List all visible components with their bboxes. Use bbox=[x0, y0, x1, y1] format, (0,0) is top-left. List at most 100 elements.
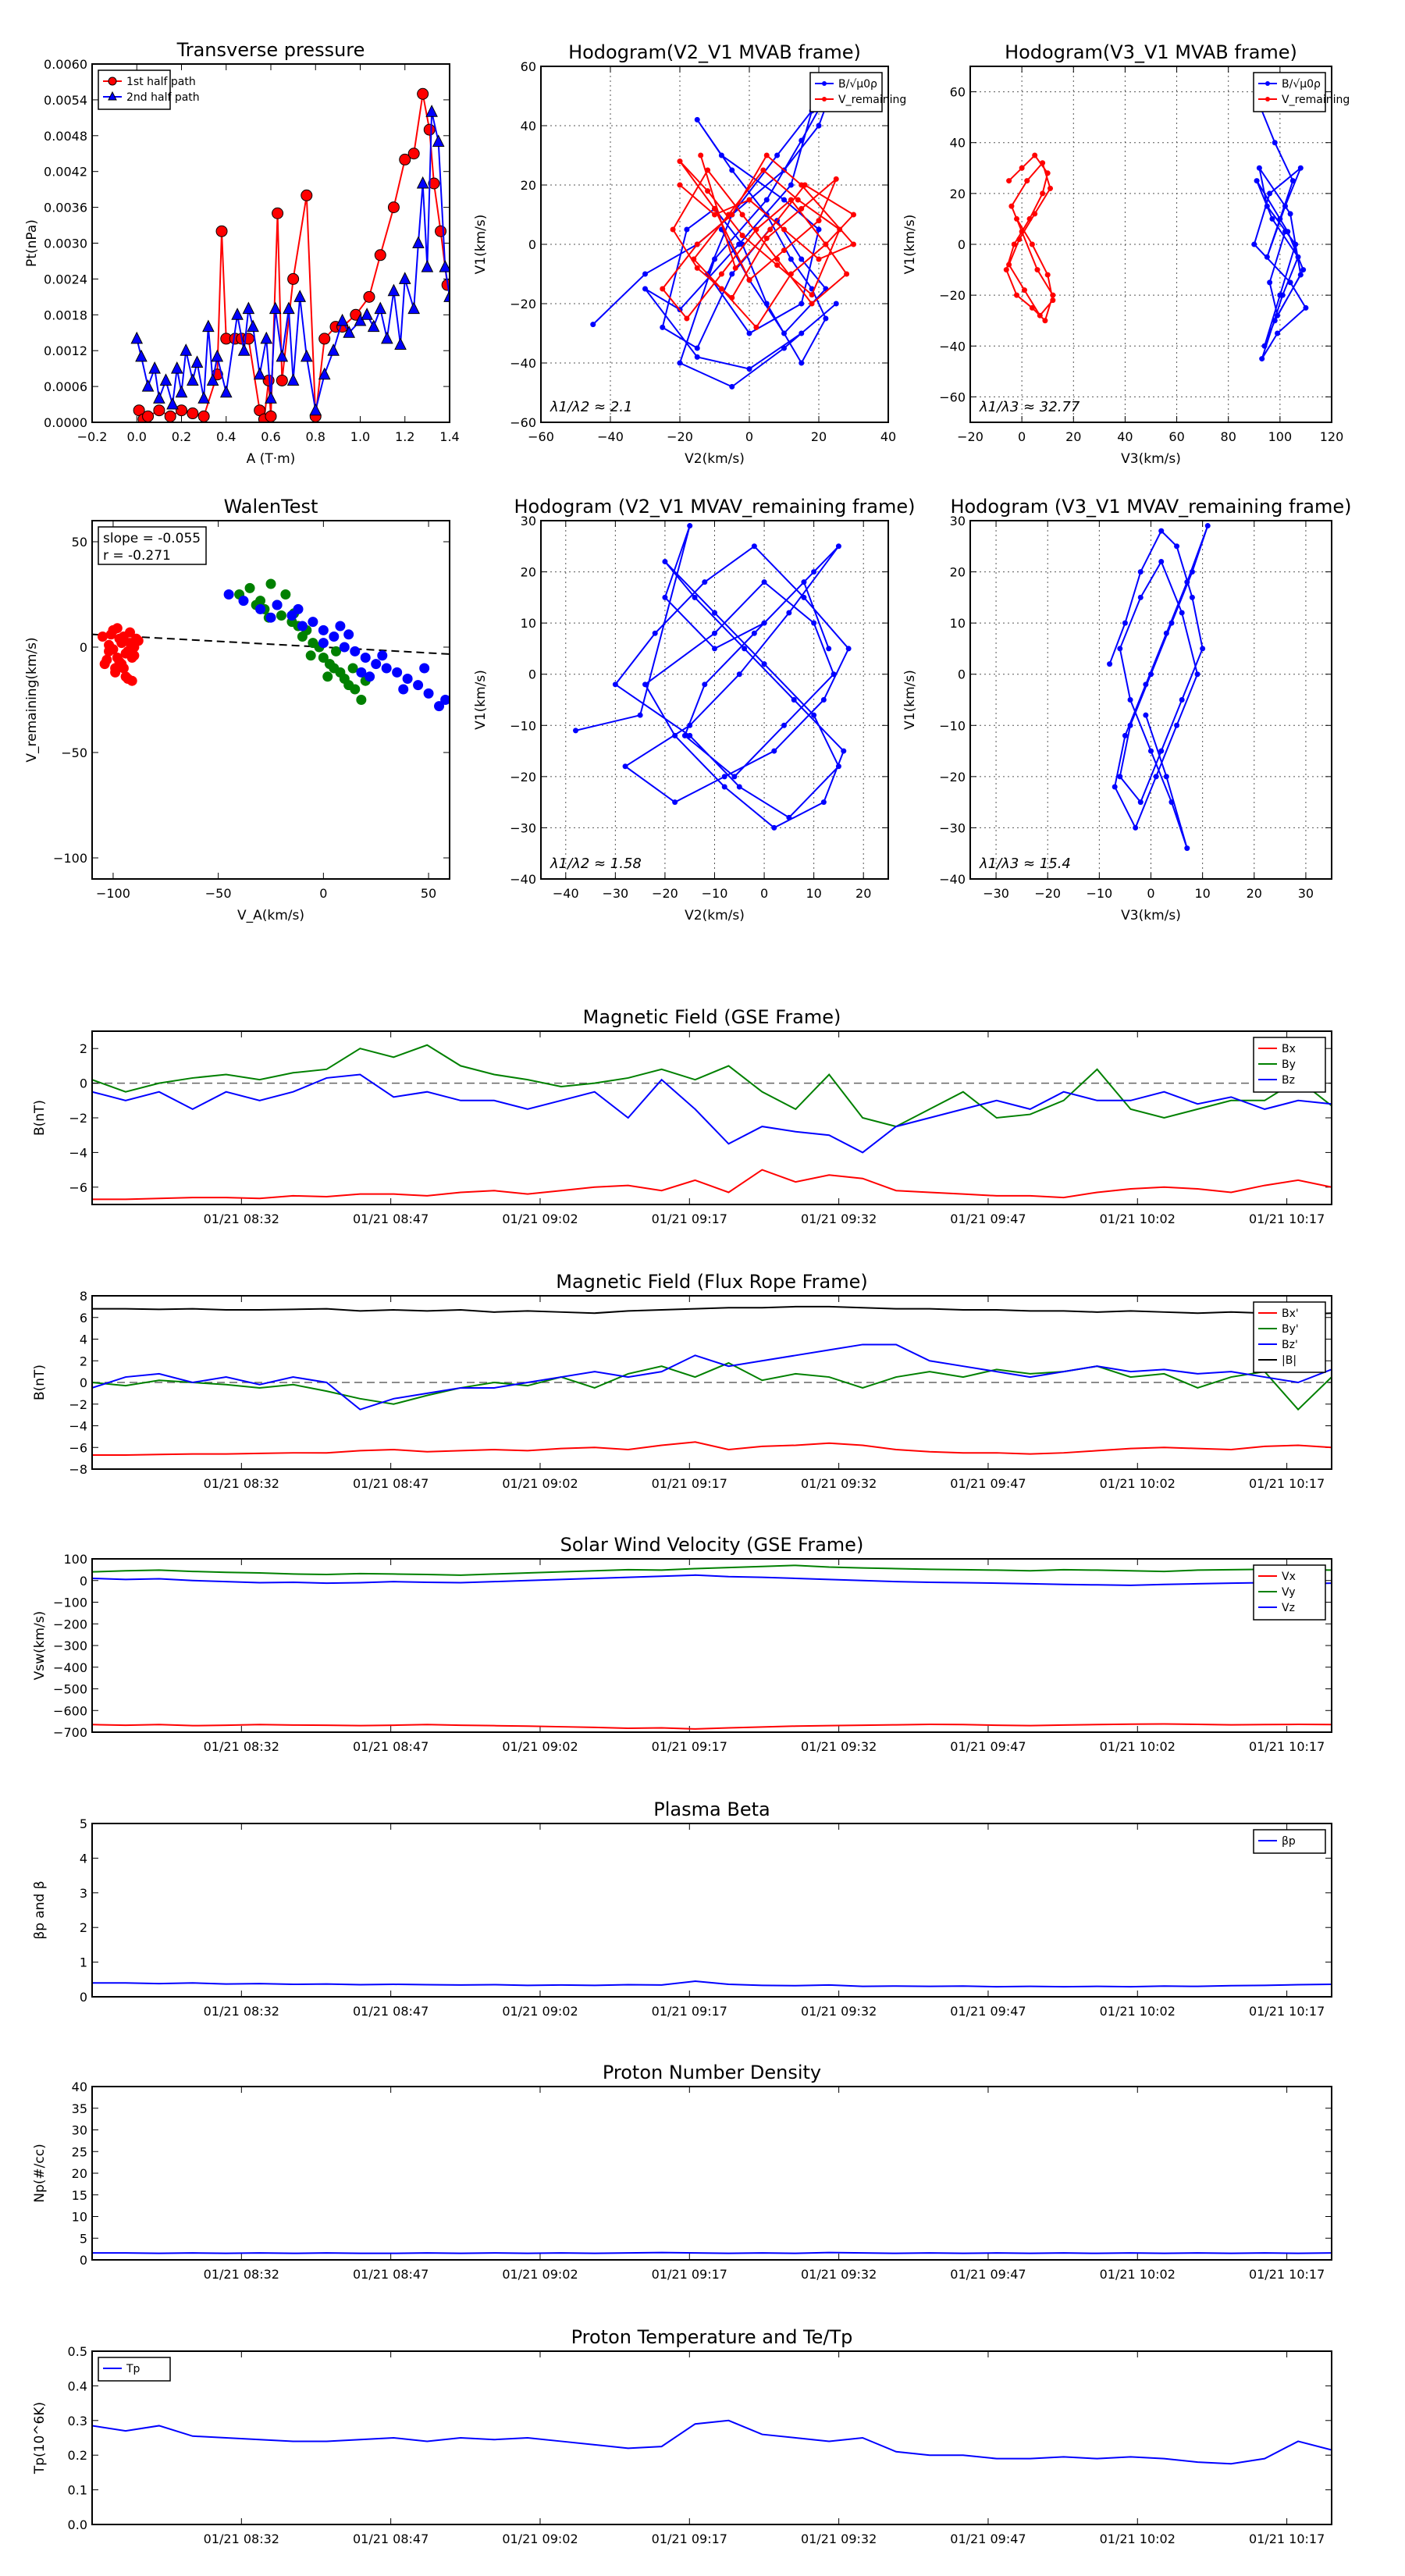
data-point bbox=[1040, 190, 1046, 197]
data-point bbox=[1034, 267, 1040, 273]
data-point bbox=[1251, 241, 1257, 247]
y-tick-label: −4 bbox=[69, 1419, 87, 1434]
x-tick-label: 01/21 08:32 bbox=[204, 1476, 279, 1491]
data-point bbox=[781, 197, 787, 203]
stats-box-frame bbox=[98, 526, 207, 565]
data-point bbox=[1261, 343, 1268, 349]
data-point bbox=[443, 290, 450, 302]
data-point bbox=[788, 256, 794, 262]
y-tick-label: 20 bbox=[521, 565, 536, 580]
x-tick-label: 01/21 08:47 bbox=[353, 2532, 429, 2546]
y-tick-label: 0.3 bbox=[68, 2414, 87, 2428]
legend-frame bbox=[1253, 72, 1326, 112]
data-point bbox=[729, 167, 735, 173]
data-point bbox=[1158, 748, 1165, 754]
data-point bbox=[318, 653, 329, 663]
x-tick-label: 01/21 09:32 bbox=[801, 2532, 877, 2546]
data-point bbox=[327, 343, 340, 356]
data-point bbox=[1168, 799, 1175, 806]
y-tick-label: 3 bbox=[80, 1886, 87, 1901]
data-point bbox=[1282, 203, 1288, 209]
data-point bbox=[684, 315, 690, 322]
data-point bbox=[691, 256, 697, 262]
data-point bbox=[374, 249, 386, 262]
data-point bbox=[354, 313, 367, 326]
data-point bbox=[211, 349, 224, 362]
data-point bbox=[1267, 279, 1273, 286]
data-point bbox=[742, 646, 748, 652]
chart-panel-8: Magnetic Field (Flux Rope Frame) −8 −6 −4 −2… bbox=[32, 1271, 1332, 1491]
data-point bbox=[590, 322, 596, 328]
y-tick-label: 60 bbox=[521, 59, 536, 74]
y-axis-label: Vsw(km/s) bbox=[32, 1611, 48, 1681]
data-point bbox=[1272, 318, 1278, 324]
data-point bbox=[1163, 774, 1169, 780]
x-tick-label: 120 bbox=[1320, 429, 1344, 444]
data-point bbox=[831, 671, 837, 678]
data-point bbox=[407, 148, 420, 160]
data-point bbox=[1117, 774, 1123, 780]
x-tick-label: 01/21 08:32 bbox=[204, 2267, 279, 2282]
data-point bbox=[802, 182, 808, 188]
data-point bbox=[799, 205, 805, 212]
data-point bbox=[399, 153, 411, 165]
y-tick-label: 20 bbox=[521, 178, 536, 193]
data-point bbox=[1050, 297, 1056, 304]
data-point bbox=[662, 558, 668, 564]
x-tick-label: 1.2 bbox=[395, 429, 414, 444]
data-point bbox=[322, 671, 333, 682]
data-point bbox=[1287, 279, 1293, 286]
y-tick-label: −2 bbox=[69, 1397, 87, 1412]
data-point bbox=[622, 763, 628, 770]
legend-marker bbox=[1265, 81, 1270, 86]
x-axis-label: V2(km/s) bbox=[685, 451, 745, 467]
data-point bbox=[642, 681, 648, 688]
data-point bbox=[197, 391, 210, 404]
ratio-annotation: λ1/λ2 ≈ 1.58 bbox=[550, 856, 642, 872]
legend-label: Vy bbox=[1282, 1586, 1296, 1599]
data-point bbox=[1259, 356, 1265, 362]
y-tick-label: −30 bbox=[510, 820, 536, 835]
x-tick-label: 01/21 10:17 bbox=[1249, 2267, 1325, 2282]
y-tick-label: 0.0048 bbox=[44, 129, 87, 144]
data-point bbox=[1272, 140, 1278, 146]
data-point bbox=[131, 633, 142, 644]
series-line bbox=[575, 525, 850, 829]
data-point bbox=[1117, 646, 1123, 652]
x-tick-label: 100 bbox=[1268, 429, 1293, 444]
data-point bbox=[694, 345, 700, 351]
y-tick-label: 20 bbox=[950, 187, 966, 201]
data-point bbox=[746, 330, 752, 336]
data-point bbox=[417, 87, 429, 100]
data-point bbox=[238, 596, 249, 607]
x-tick-label: 01/21 08:32 bbox=[204, 1739, 279, 1754]
data-point bbox=[148, 361, 161, 374]
x-tick-label: 01/21 09:17 bbox=[652, 1212, 727, 1226]
data-point bbox=[197, 410, 210, 422]
chart-panel-6: Hodogram (V3_V1 MVAV_remaining frame) −40… bbox=[902, 496, 1352, 923]
x-tick-label: 01/21 09:47 bbox=[950, 1739, 1026, 1754]
y-tick-label: −50 bbox=[61, 745, 87, 760]
data-point bbox=[729, 271, 735, 277]
chart-title: Proton Temperature and Te/Tp bbox=[571, 2326, 853, 2348]
data-point bbox=[101, 654, 112, 665]
data-point bbox=[223, 589, 234, 600]
plot-frame bbox=[91, 1295, 1332, 1470]
data-point bbox=[339, 642, 350, 653]
x-tick-label: 40 bbox=[880, 429, 896, 444]
data-point bbox=[265, 391, 277, 404]
y-tick-label: −10 bbox=[510, 718, 536, 733]
data-point bbox=[350, 646, 361, 656]
data-point bbox=[712, 256, 717, 262]
data-point bbox=[1107, 661, 1113, 667]
data-point bbox=[126, 675, 137, 686]
legend: Vx Vy Vz bbox=[1253, 1564, 1326, 1621]
data-point bbox=[774, 152, 781, 158]
data-point bbox=[746, 277, 752, 283]
data-point bbox=[781, 345, 787, 351]
y-tick-label: 0.0030 bbox=[44, 237, 87, 251]
legend-label: Bx bbox=[1282, 1043, 1296, 1055]
x-tick-label: 01/21 09:47 bbox=[950, 2532, 1026, 2546]
x-tick-label: −100 bbox=[96, 886, 130, 901]
data-point bbox=[833, 301, 839, 307]
